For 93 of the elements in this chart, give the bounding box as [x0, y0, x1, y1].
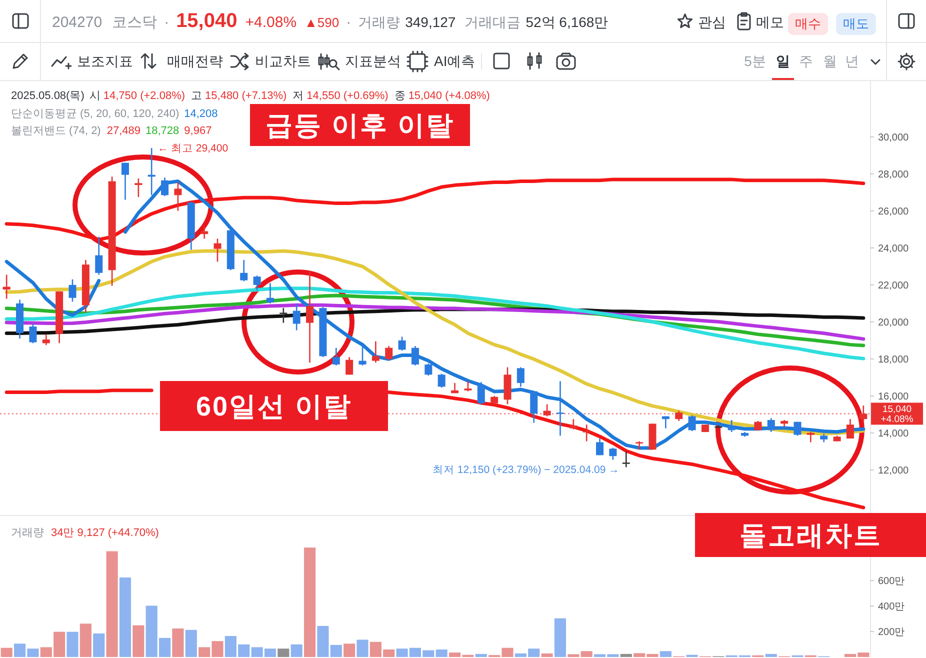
annotation: ← 최고 29,400 — [158, 142, 228, 154]
bar — [0, 648, 12, 657]
bar — [330, 644, 342, 657]
bar — [436, 649, 448, 657]
y-tick-label: 20,000 — [878, 318, 910, 329]
text: 지표분석 — [345, 53, 401, 69]
bar — [106, 551, 118, 657]
text: 15,040 — [176, 10, 238, 32]
line-series — [4, 286, 866, 360]
text: · — [164, 14, 170, 31]
text: 보조지표 — [77, 53, 133, 69]
annotation: 60일선 이탈 — [196, 392, 352, 422]
annotation: 14,550 (+0.69%) — [306, 90, 388, 102]
annotation: 14,208 — [184, 108, 218, 120]
bar — [132, 625, 144, 657]
text: 코스닥 — [112, 14, 158, 31]
line-series — [4, 303, 866, 341]
text: +4.08% — [245, 14, 297, 31]
text: 월 — [823, 53, 837, 69]
bar — [475, 654, 487, 657]
y-tick-label: 12,000 — [878, 466, 910, 477]
annotation: 15,480 (+7.13%) — [205, 90, 287, 102]
text: 349,127 — [405, 14, 456, 30]
y-tick-label: 18,000 — [878, 354, 910, 366]
text: 매매전략 — [167, 53, 223, 69]
text: 매도 — [843, 16, 869, 31]
bar — [765, 654, 777, 657]
annotation: 급등 이후 이탈 — [265, 110, 455, 141]
y-tick-label: 14,000 — [878, 428, 910, 440]
bar — [278, 648, 290, 657]
bar — [356, 640, 368, 657]
annotation: 시 — [89, 90, 100, 102]
text: 204270 — [52, 14, 102, 31]
annotation: 저 — [292, 90, 304, 102]
bar — [66, 632, 78, 657]
y-tick-label: 24,000 — [878, 244, 910, 255]
text: 비교차트 — [255, 53, 311, 69]
bar — [541, 653, 553, 657]
bar — [119, 577, 132, 657]
text: 거래량 — [358, 14, 400, 30]
y-tick-label: 600만 — [878, 576, 905, 588]
text: AI예측 — [434, 53, 476, 69]
annotation: 14,750 (+2.08%) — [103, 90, 186, 102]
ref-line-label: 15,040 +4.08% — [880, 404, 914, 425]
bar — [580, 651, 592, 657]
annotation: 볼린저밴드 (74, 2) — [11, 125, 101, 137]
bar — [304, 548, 316, 657]
y-tick-label: 22,000 — [878, 280, 910, 292]
text: 일 — [776, 53, 790, 69]
bar — [290, 644, 302, 657]
text: 매수 — [795, 16, 821, 31]
text: 거래량 — [11, 527, 44, 539]
price-tag: 15,040 +4.08% — [871, 402, 923, 425]
bar — [660, 651, 672, 657]
text: 관심 — [698, 14, 726, 30]
callout: 돌고래차트 — [695, 513, 926, 557]
text: 년 — [845, 53, 859, 69]
callout: 급등 이후 이탈 — [250, 104, 470, 146]
bar — [93, 633, 105, 657]
line-series — [4, 178, 866, 242]
bar — [172, 628, 184, 657]
callout: 60일선 이탈 — [160, 381, 388, 431]
text: 메모 — [756, 14, 784, 30]
bar — [185, 630, 197, 657]
annotation: 18,728 — [146, 125, 180, 137]
bar — [80, 624, 92, 657]
annotation: 9,967 — [184, 125, 212, 137]
annotation: 고 — [191, 90, 202, 102]
y-tick-label: 200만 — [878, 627, 905, 638]
bar — [620, 654, 632, 657]
y-tick-label: 30,000 — [878, 132, 910, 144]
text: 거래대금 — [464, 14, 521, 30]
annotation: 종 — [394, 90, 406, 102]
bar — [344, 644, 356, 657]
bar — [554, 618, 566, 657]
annotation: 돌고래차트 — [739, 520, 882, 551]
annotation: 2025.05.08(목) — [11, 90, 84, 102]
y-tick-label: 26,000 — [878, 206, 910, 218]
bar — [317, 626, 329, 657]
y-tick-label: 400만 — [878, 602, 905, 613]
text: · — [346, 14, 352, 31]
text: 5분 — [744, 53, 766, 69]
text: 52억 6,168만 — [526, 14, 608, 30]
annotation: 27,489 — [106, 125, 141, 137]
y-tick-label: 16,000 — [878, 392, 910, 403]
bar — [568, 654, 580, 657]
text: ▲590 — [304, 15, 340, 30]
text: 34만 9,127 (+44.70%) — [51, 527, 159, 539]
annotation: 15,040 (+4.08%) — [408, 90, 490, 102]
annotation: 단순이동평균 (5, 20, 60, 120, 240) — [11, 108, 180, 120]
y-tick-label: 28,000 — [878, 169, 910, 180]
annotation: 최저 12,150 (+23.79%) − 2025.04.09 → — [432, 464, 620, 476]
text: 주 — [799, 53, 813, 69]
